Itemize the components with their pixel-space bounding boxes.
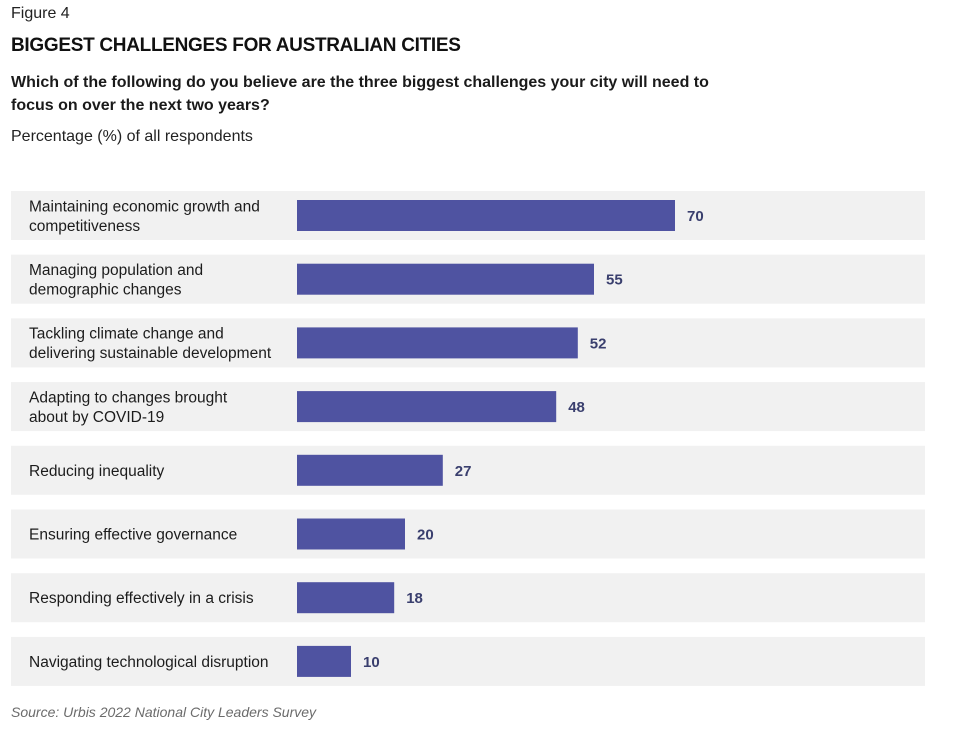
category-label: Reducing inequality: [29, 463, 165, 480]
row-background: [11, 509, 925, 559]
bar: [297, 518, 405, 550]
bar: [297, 263, 594, 295]
category-label: demographic changes: [29, 281, 182, 298]
data-label: 52: [590, 335, 607, 352]
row-background: [11, 445, 925, 495]
row-background: [11, 573, 925, 623]
data-label: 70: [687, 208, 704, 225]
category-label: Ensuring effective governance: [29, 527, 237, 544]
data-label: 10: [363, 654, 380, 671]
category-label: Adapting to changes brought: [29, 389, 228, 406]
chart-title: BIGGEST CHALLENGES FOR AUSTRALIAN CITIES: [11, 35, 461, 56]
bar: [297, 200, 675, 231]
data-label: 27: [455, 463, 472, 480]
data-label: 18: [406, 590, 423, 607]
category-label: Responding effectively in a crisis: [29, 590, 254, 607]
category-label: Managing population and: [29, 262, 203, 279]
category-label: Navigating technological disruption: [29, 654, 269, 671]
bar: [297, 645, 351, 677]
survey-question: Which of the following do you believe ar…: [11, 74, 709, 114]
bar: [297, 454, 443, 486]
category-label: about by COVID-19: [29, 409, 164, 426]
unit-label: Percentage (%) of all respondents: [11, 128, 253, 145]
source-note: Source: Urbis 2022 National City Leaders…: [11, 704, 317, 720]
data-label: 55: [606, 272, 623, 289]
category-label: competitiveness: [29, 218, 140, 235]
data-label: 20: [417, 527, 434, 544]
category-label: Maintaining economic growth and: [29, 198, 260, 215]
bar: [297, 391, 557, 423]
category-label: Tackling climate change and: [29, 326, 224, 343]
bar: [297, 582, 395, 614]
row-background: [11, 636, 925, 686]
bar: [297, 327, 578, 359]
category-label: delivering sustainable development: [29, 345, 272, 362]
figure-label: Figure 4: [11, 5, 70, 22]
data-label: 48: [568, 399, 585, 416]
